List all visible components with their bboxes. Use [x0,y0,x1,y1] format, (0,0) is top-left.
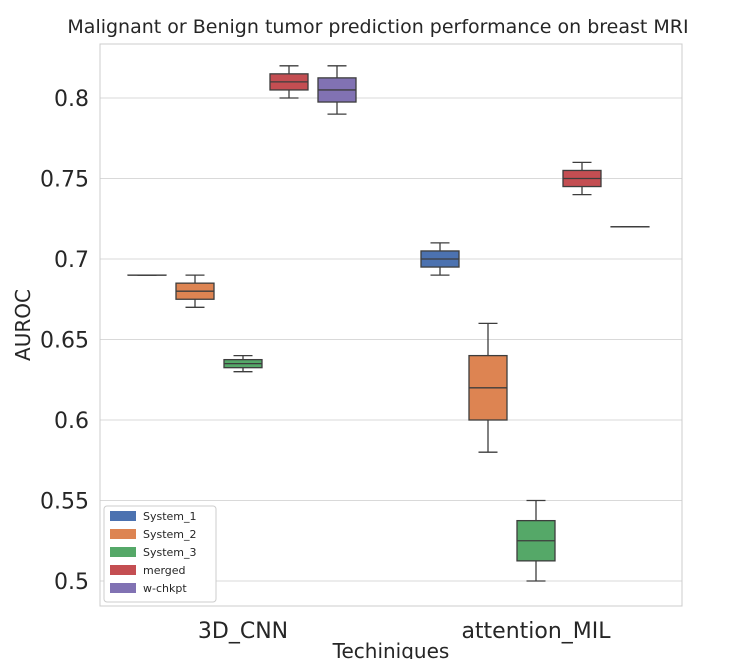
legend-swatch [110,547,136,557]
legend-swatch [110,565,136,575]
x-tick-labels: 3D_CNN attention_MIL [198,619,611,644]
x-axis-label: Techiniques [332,639,450,659]
box-System_1-attention_MIL [420,242,460,276]
box-System_2-attention_MIL [468,322,508,453]
y-tick-label: 0.7 [54,248,89,273]
y-tick-label: 0.65 [40,329,89,354]
chart-title: Malignant or Benign tumor prediction per… [67,16,688,38]
y-tick-label: 0.5 [54,570,89,595]
x-tick-label: attention_MIL [461,619,611,644]
box-System_2-3D_CNN [175,274,215,308]
x-tick-label: 3D_CNN [198,619,288,644]
legend-swatch [110,529,136,539]
legend-swatch [110,583,136,593]
y-tick-labels: 0.5 0.55 0.6 0.65 0.7 0.75 0.8 [40,87,89,595]
box-System_3-attention_MIL [516,499,556,582]
box-series [127,65,650,582]
y-tick-label: 0.55 [40,490,89,515]
box-w-chkpt-3D_CNN [317,65,357,115]
legend-swatch [110,511,136,521]
box-merged-3D_CNN [269,65,309,99]
y-axis-label: AUROC [11,289,35,361]
box-System_3-3D_CNN [223,354,263,373]
legend-label: System_1 [143,510,197,523]
box-merged-attention_MIL [562,161,602,196]
y-tick-label: 0.75 [40,168,89,193]
legend-label: w-chkpt [143,582,187,595]
y-tick-label: 0.6 [54,409,89,434]
legend-label: System_3 [143,546,197,559]
plot-area-frame [99,43,683,607]
y-tick-label: 0.8 [54,87,89,112]
y-gridlines [100,97,682,582]
legend-label: merged [143,564,186,577]
legend-label: System_2 [143,528,197,541]
